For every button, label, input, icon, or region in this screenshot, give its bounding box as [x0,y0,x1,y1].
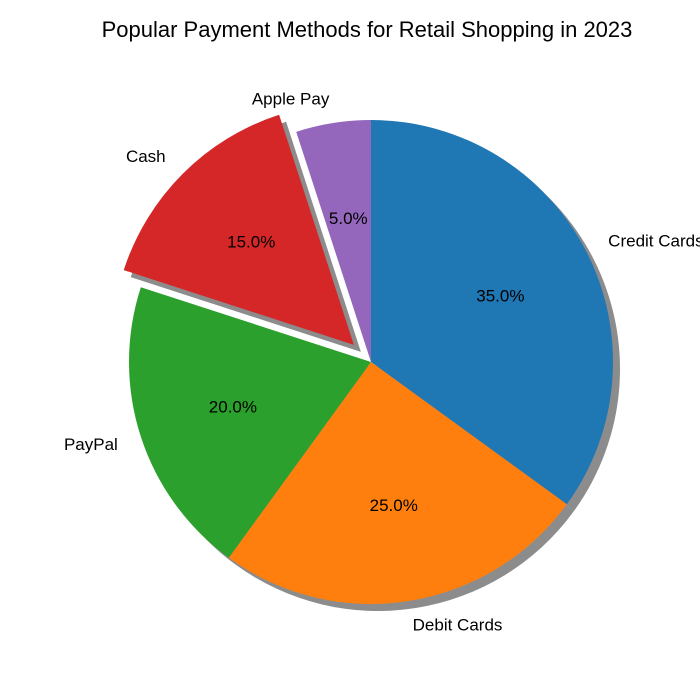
label-cash: Cash [126,147,166,166]
percent-credit-cards: 35.0% [476,287,524,306]
category-labels: Credit Cards Debit Cards PayPal Cash Apple P… [64,90,700,635]
slice-cash [123,114,354,345]
percent-apple-pay: 5.0% [329,209,368,228]
slice-paypal [129,287,371,558]
label-apple-pay: Apple Pay [252,90,330,109]
slice-debit-cards [228,362,567,604]
label-debit-cards: Debit Cards [413,615,503,634]
chart-title: Popular Payment Methods for Retail Shopp… [102,17,633,42]
percent-cash: 15.0% [227,233,275,252]
pie-slices [123,114,613,604]
percent-debit-cards: 25.0% [370,496,418,515]
label-credit-cards: Credit Cards [608,232,700,251]
label-paypal: PayPal [64,435,118,454]
percent-labels: 35.0% 25.0% 20.0% 15.0% 5.0% [209,209,525,515]
slice-apple-pay [296,120,371,362]
slice-credit-cards [371,120,613,505]
percent-paypal: 20.0% [209,397,257,416]
